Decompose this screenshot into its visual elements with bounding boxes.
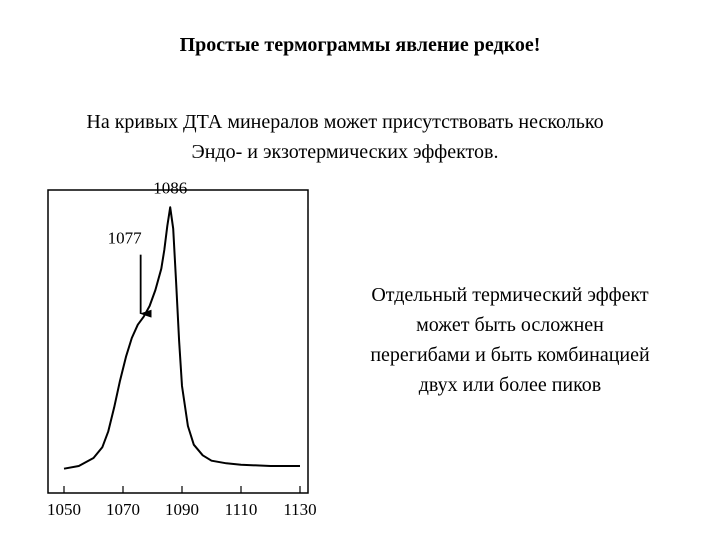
x-tick-label: 1130	[283, 500, 316, 519]
x-tick-label: 1090	[165, 500, 199, 519]
x-axis-ticks	[63, 486, 301, 493]
shoulder-label: 1077	[108, 229, 143, 248]
side-note: Отдельный термический эффект может быть …	[330, 280, 690, 400]
intro-text: На кривых ДТА минералов может присутство…	[20, 107, 670, 167]
side-note-line: перегибами и быть комбинацией	[370, 344, 650, 366]
peak-label: 1086	[153, 178, 187, 197]
x-tick-label: 1050	[47, 500, 81, 519]
x-tick-label: 1070	[106, 500, 140, 519]
side-note-line: двух или более пиков	[418, 374, 602, 396]
x-tick-label: 1110	[225, 500, 258, 519]
dta-curve	[63, 206, 300, 470]
x-axis-tick-labels: 1050 1070 1090 1110 1130	[47, 500, 317, 519]
intro-line-2: Эндо- и экзотермических эффектов.	[191, 141, 499, 163]
peak-annotations: 1086 1077	[108, 178, 187, 318]
plot-frame	[47, 189, 309, 494]
side-note-line: может быть осложнен	[416, 314, 604, 336]
slide-title: Простые термограммы явление редкое!	[179, 34, 541, 56]
intro-line-1: На кривых ДТА минералов может присутство…	[86, 111, 604, 133]
side-note-line: Отдельный термический эффект	[371, 284, 649, 306]
